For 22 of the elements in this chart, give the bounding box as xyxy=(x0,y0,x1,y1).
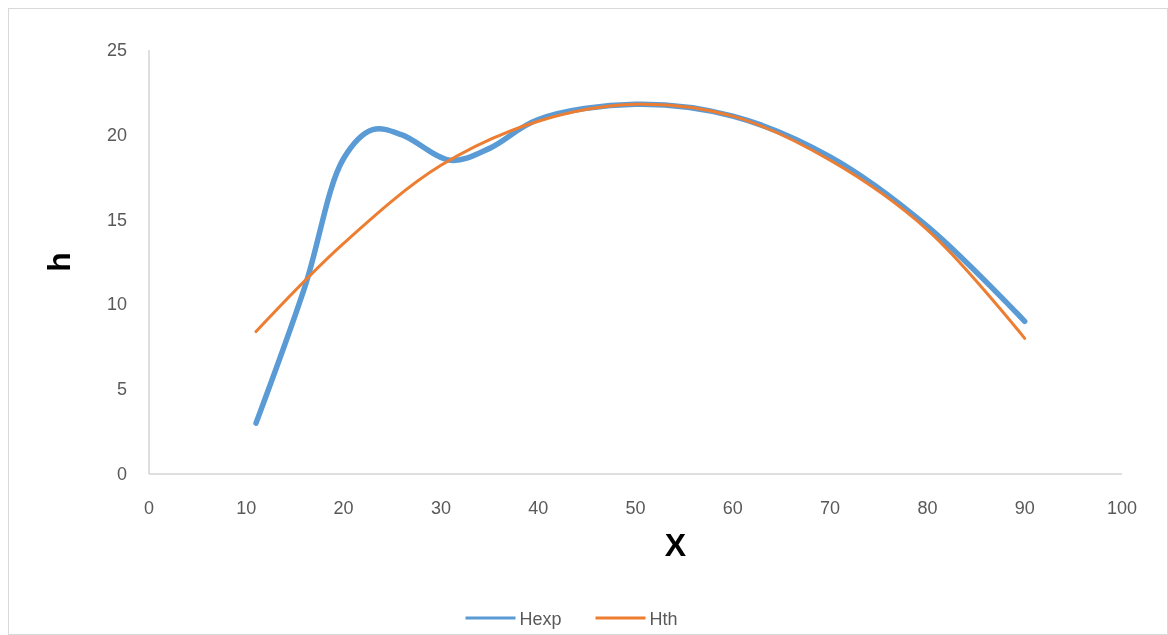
y-axis-title: h xyxy=(41,252,77,272)
y-tick-label: 0 xyxy=(116,464,127,484)
x-tick-label: 50 xyxy=(625,498,646,518)
line-series xyxy=(254,102,1027,340)
x-tick-label: 90 xyxy=(1014,498,1035,518)
x-tick-label: 60 xyxy=(722,498,743,518)
x-tick-label: 10 xyxy=(236,498,257,518)
x-tick-label: 100 xyxy=(1106,498,1138,518)
y-tick-label: 5 xyxy=(116,379,127,400)
x-tick-label: 80 xyxy=(917,498,938,518)
x-tick-label: 20 xyxy=(333,498,354,518)
x-tick-label: 40 xyxy=(528,498,549,518)
x-tick-label: 0 xyxy=(143,498,155,518)
legend-label: Hth xyxy=(649,609,678,629)
y-tick-label: 10 xyxy=(106,294,127,315)
x-axis-title: X xyxy=(664,527,687,563)
x-tick-label: 30 xyxy=(430,498,451,518)
y-tick-label: 25 xyxy=(106,40,127,60)
y-tick-label: 20 xyxy=(106,124,127,145)
x-tick-label: 70 xyxy=(820,498,841,518)
y-tick-label: 15 xyxy=(106,209,127,230)
legend-label: Hexp xyxy=(519,609,562,629)
